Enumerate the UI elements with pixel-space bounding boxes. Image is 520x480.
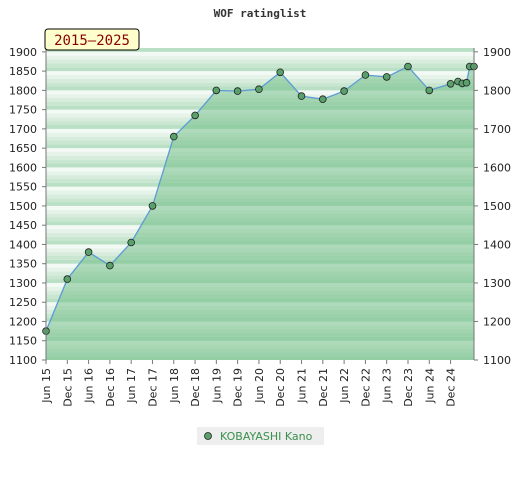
y-tick-label-left: 1600 bbox=[9, 161, 37, 174]
y-tick-label-right: 1800 bbox=[483, 84, 511, 97]
y-tick-label-left: 1200 bbox=[9, 315, 37, 328]
y-tick-label-left: 1650 bbox=[9, 142, 37, 155]
rating-markers bbox=[42, 62, 478, 335]
data-point bbox=[404, 62, 412, 71]
y-tick-label-left: 1900 bbox=[9, 46, 37, 59]
legend: KOBAYASHI Kano bbox=[197, 427, 324, 445]
y-ticks-right: 1100 1200 1300 1400 1500 1600 1700 1800 1900 bbox=[474, 46, 511, 367]
y-tick-label-right: 1400 bbox=[483, 238, 511, 251]
y-tick-label-left: 1400 bbox=[9, 238, 37, 251]
y-tick-label-right: 1300 bbox=[483, 277, 511, 290]
x-tick-label: Jun 15 bbox=[40, 368, 53, 404]
x-tick-label: Jun 16 bbox=[83, 368, 96, 404]
data-point bbox=[297, 92, 306, 100]
y-tick-label-left: 1150 bbox=[9, 335, 37, 348]
y-tick-label-left: 1700 bbox=[9, 123, 37, 136]
y-tick-label-left: 1250 bbox=[9, 296, 37, 309]
data-point bbox=[84, 248, 93, 256]
range-label: 2015–2025 bbox=[54, 33, 130, 49]
data-point bbox=[148, 202, 157, 210]
x-tick-label: Jun 21 bbox=[296, 368, 309, 404]
y-tick-label-right: 1200 bbox=[483, 315, 511, 328]
data-point bbox=[340, 87, 348, 95]
data-point bbox=[462, 78, 471, 87]
x-tick-label: Dec 20 bbox=[274, 368, 287, 407]
x-tick-label: Jun 17 bbox=[125, 368, 138, 404]
legend-marker bbox=[204, 432, 212, 440]
data-point bbox=[63, 275, 72, 283]
data-point bbox=[170, 132, 178, 141]
y-ticks-left: 1100 1150 1200 1250 1300 1350 1400 1450 1500 1550… bbox=[9, 46, 46, 367]
data-point bbox=[318, 95, 327, 103]
y-tick-label-left: 1850 bbox=[9, 65, 37, 78]
y-tick-label-left: 1300 bbox=[9, 277, 37, 290]
data-point bbox=[361, 71, 370, 79]
data-point bbox=[425, 86, 434, 95]
data-point bbox=[255, 85, 263, 93]
y-tick-label-right: 1600 bbox=[483, 161, 511, 174]
y-tick-label-right: 1500 bbox=[483, 200, 511, 213]
y-tick-label-right: 1100 bbox=[483, 354, 511, 367]
x-tick-label: Dec 16 bbox=[104, 368, 117, 407]
legend-label: KOBAYASHI Kano bbox=[220, 430, 313, 443]
data-point bbox=[233, 87, 242, 95]
data-point bbox=[127, 238, 135, 247]
y-tick-label-right: 1900 bbox=[483, 46, 511, 59]
data-point bbox=[446, 80, 455, 88]
y-tick-label-right: 1700 bbox=[483, 123, 511, 136]
x-tick-label: Dec 24 bbox=[445, 368, 458, 407]
x-tick-label: Dec 19 bbox=[232, 368, 245, 407]
y-tick-label-left: 1800 bbox=[9, 84, 37, 97]
range-label-box: 2015–2025 bbox=[44, 28, 140, 51]
x-tick-label: Dec 15 bbox=[61, 368, 74, 407]
x-tick-label: Jun 23 bbox=[381, 368, 394, 404]
x-tick-label: Dec 22 bbox=[359, 368, 372, 407]
y-tick-label-left: 1550 bbox=[9, 181, 37, 194]
y-tick-label-left: 1350 bbox=[9, 258, 37, 271]
y-tick-label-left: 1450 bbox=[9, 219, 37, 232]
x-ticks: Jun 15 Dec 15 Jun 16 Dec 16 Jun 17 Dec 17 Jun … bbox=[40, 360, 458, 407]
x-tick-label: Dec 17 bbox=[146, 368, 159, 407]
y-tick-label-left: 1750 bbox=[9, 104, 37, 117]
x-tick-label: Jun 19 bbox=[210, 368, 223, 404]
x-tick-label: Dec 18 bbox=[189, 368, 202, 407]
x-tick-label: Dec 21 bbox=[317, 368, 330, 407]
y-tick-label-left: 1500 bbox=[9, 200, 37, 213]
x-tick-label: Jun 18 bbox=[168, 368, 181, 404]
data-point bbox=[276, 68, 285, 77]
y-tick-label-left: 1100 bbox=[9, 354, 37, 367]
data-point bbox=[212, 86, 221, 95]
data-point bbox=[191, 111, 199, 120]
x-tick-label: Jun 22 bbox=[338, 368, 351, 404]
rating-area bbox=[46, 66, 474, 360]
x-tick-label: Dec 23 bbox=[402, 368, 415, 407]
chart-title: WOF ratinglist bbox=[214, 7, 307, 20]
x-tick-label: Jun 20 bbox=[253, 368, 266, 404]
data-point bbox=[382, 73, 391, 81]
data-point bbox=[106, 261, 114, 270]
x-tick-label: Jun 24 bbox=[423, 368, 436, 404]
